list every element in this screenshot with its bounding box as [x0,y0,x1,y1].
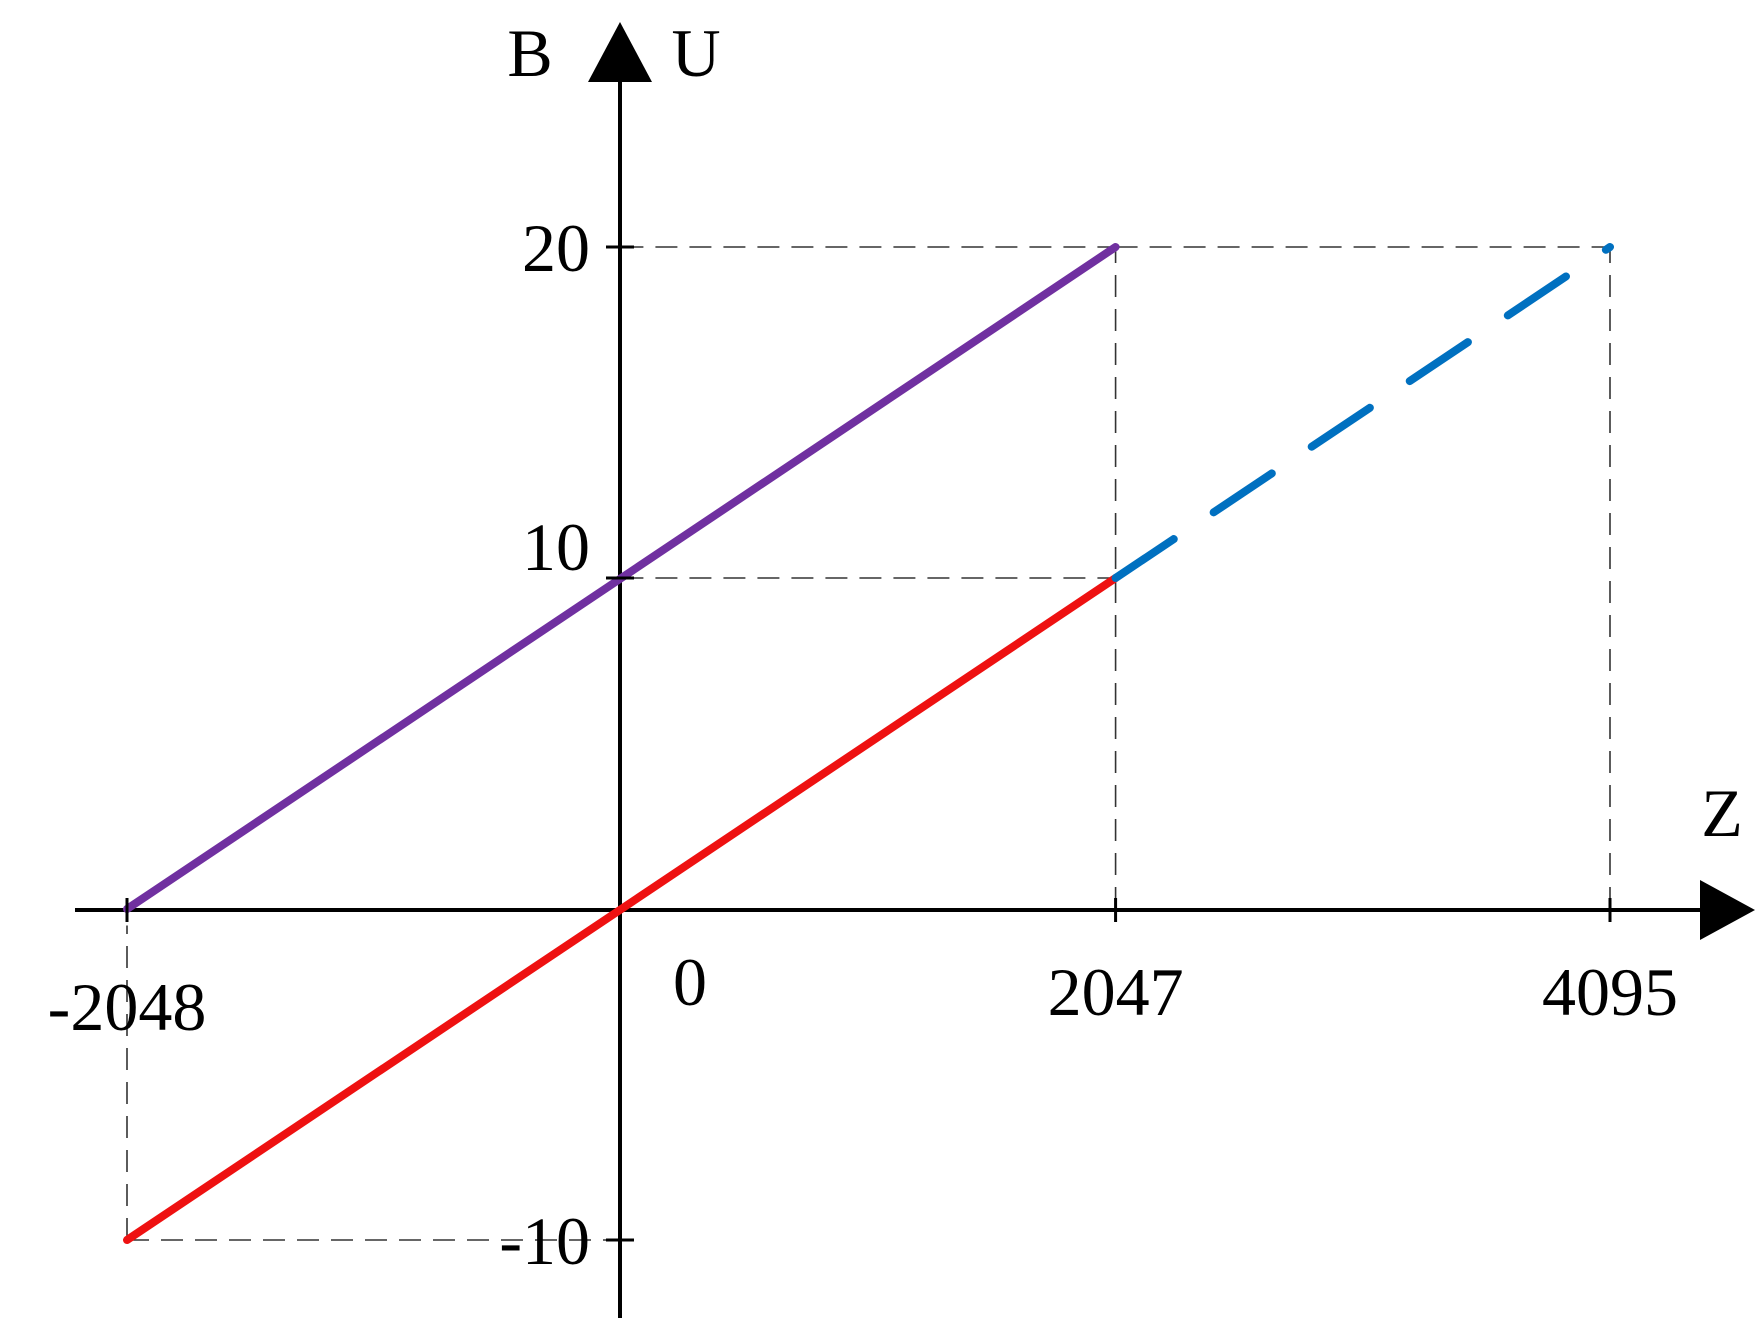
series-lines [123,243,1614,1244]
x-axis-arrow [1700,880,1755,940]
y-axis-arrow [588,22,652,82]
x-tick-label: 0 [673,944,707,1020]
y-axis-label-right: U [671,15,720,91]
series-line-red [123,574,1120,1244]
y-tick-label: 10 [522,509,590,585]
y-tick-label: 20 [522,210,590,286]
ticks: -2048 0 2047 4095 20 10 -10 [48,210,1678,1279]
y-tick-label: -10 [499,1203,590,1279]
axes [75,22,1755,1318]
guide-lines [126,246,1611,1241]
x-tick-label: 4095 [1542,954,1678,1030]
x-axis-label: Z [1701,775,1743,851]
y-axis-label-left: B [507,15,552,91]
axis-labels: B U Z [507,15,1742,851]
x-tick-label: 2047 [1048,954,1184,1030]
x-tick-label: -2048 [48,969,207,1045]
series-line-blue-dashed [1111,243,1614,582]
